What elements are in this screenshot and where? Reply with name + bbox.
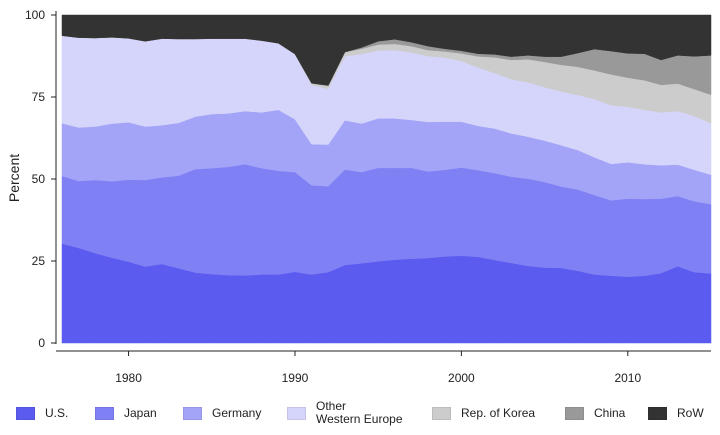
legend: U.S. Japan Germany Other Western Europe Rep.… [0, 398, 720, 435]
legend-swatch-japan [95, 407, 114, 420]
x-tick-label-1990: 1990 [282, 371, 309, 385]
legend-swatch-germany [183, 407, 202, 420]
legend-swatch-u-s [16, 407, 35, 420]
y-tick-label-100: 100 [25, 8, 45, 22]
legend-label-other-western-europe: Other Western Europe [316, 400, 403, 426]
legend-label-china: China [594, 407, 625, 420]
legend-item-other-western-europe: Other Western Europe [287, 398, 403, 428]
legend-item-japan: Japan [95, 398, 157, 428]
legend-swatch-rep-of-korea [432, 407, 451, 420]
plot-areas [62, 15, 711, 343]
y-tick-label-75: 75 [32, 90, 46, 104]
legend-label-rep-of-korea: Rep. of Korea [461, 407, 535, 420]
legend-swatch-other-western-europe [287, 407, 306, 420]
legend-item-china: China [565, 398, 625, 428]
legend-label-u-s: U.S. [45, 407, 68, 420]
stacked-area-chart: 0 25 50 75 100 1980 1990 2000 2010 Percent [0, 0, 720, 398]
y-tick-label-25: 25 [32, 254, 46, 268]
legend-item-germany: Germany [183, 398, 261, 428]
x-tick-label-2000: 2000 [448, 371, 475, 385]
y-axis-title: Percent [6, 154, 22, 202]
x-tick-label-1980: 1980 [115, 371, 142, 385]
legend-swatch-china [565, 407, 584, 420]
legend-item-row: RoW [648, 398, 704, 428]
x-tick-label-2010: 2010 [614, 371, 641, 385]
y-tick-label-50: 50 [32, 172, 46, 186]
legend-swatch-row [648, 407, 667, 420]
legend-label-japan: Japan [124, 407, 157, 420]
legend-item-rep-of-korea: Rep. of Korea [432, 398, 535, 428]
legend-label-row: RoW [677, 407, 704, 420]
legend-label-germany: Germany [212, 407, 261, 420]
legend-item-u-s: U.S. [16, 398, 68, 428]
y-tick-label-0: 0 [38, 336, 45, 350]
